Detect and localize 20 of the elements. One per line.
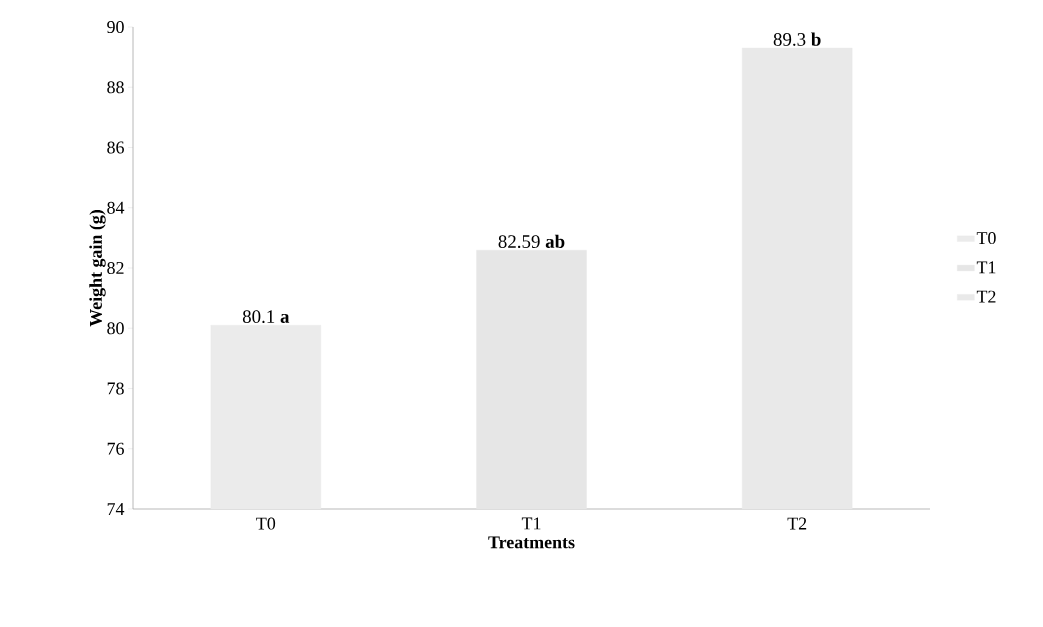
y-tick-label: 90 bbox=[107, 20, 124, 34]
y-tick-label: 74 bbox=[107, 503, 125, 515]
y-tick-label: 80 bbox=[107, 322, 124, 335]
y-tick-label: 78 bbox=[107, 382, 124, 395]
x-tick-label: T0 bbox=[256, 517, 276, 530]
x-tick-label: T1 bbox=[521, 517, 541, 530]
legend-label: T2 bbox=[976, 290, 996, 303]
y-tick-label: 88 bbox=[107, 81, 124, 94]
y-tick-label: 76 bbox=[107, 442, 124, 455]
x-axis-title: Treatments bbox=[488, 536, 575, 549]
y-tick-label: 86 bbox=[107, 141, 124, 154]
legend-label: T0 bbox=[976, 232, 996, 245]
data-label: 80.1 a bbox=[242, 310, 290, 324]
legend-label: T1 bbox=[976, 261, 996, 274]
data-label: 89.3 b bbox=[773, 32, 821, 46]
y-tick-label: 84 bbox=[107, 201, 125, 214]
y-axis-title: Weight gain (g) bbox=[89, 210, 106, 327]
data-label: 82.59 ab bbox=[498, 234, 565, 249]
y-tick-label: 82 bbox=[107, 261, 124, 275]
x-tick-label: T2 bbox=[787, 517, 807, 530]
